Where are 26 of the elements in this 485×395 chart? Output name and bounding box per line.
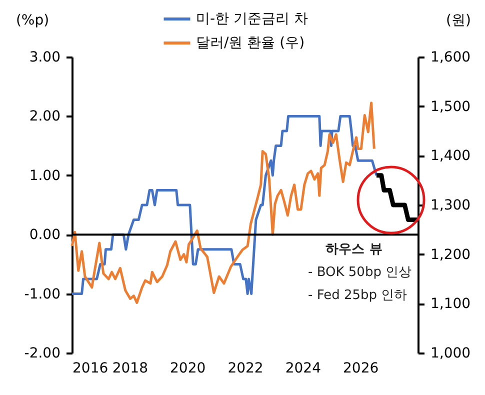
y2-axis-title: (원): [446, 12, 471, 28]
x-tick-label: 2020: [170, 360, 206, 376]
y-tick-label: -2.00: [24, 346, 60, 362]
y2-tick-label: 1,600: [430, 50, 471, 66]
y-axis-title: (%p): [16, 12, 50, 28]
legend-label: 미-한 기준금리 차: [196, 11, 308, 27]
x-tick-label: 2026: [343, 360, 379, 376]
y-tick-label: 1.00: [29, 168, 60, 184]
y2-tick-label: 1,000: [430, 346, 471, 362]
y-tick-label: 2.00: [29, 108, 60, 125]
annotation: - Fed 25bp 인하: [308, 288, 408, 303]
y-tick-label: 0.00: [29, 227, 60, 244]
y2-tick-label: 1,100: [430, 296, 471, 312]
annotation: - BOK 50bp 인상: [308, 265, 412, 280]
legend-label: 달러/원 환율 (우): [196, 35, 305, 51]
x-tick-label: 2022: [228, 360, 264, 376]
y-tick-label: -1.00: [24, 286, 60, 302]
y2-tick-label: 1,200: [430, 246, 471, 263]
x-tick-label: 2018: [112, 360, 148, 376]
y-tick-label: 3.00: [29, 50, 60, 66]
x-tick-label: 2016: [72, 360, 108, 376]
annotation: 하우스 뷰: [326, 242, 382, 257]
x-tick-label: 2024: [285, 360, 322, 376]
y2-tick-label: 1,300: [430, 198, 471, 214]
y2-tick-label: 1,500: [430, 98, 471, 115]
y2-tick-label: 1,400: [430, 148, 471, 164]
